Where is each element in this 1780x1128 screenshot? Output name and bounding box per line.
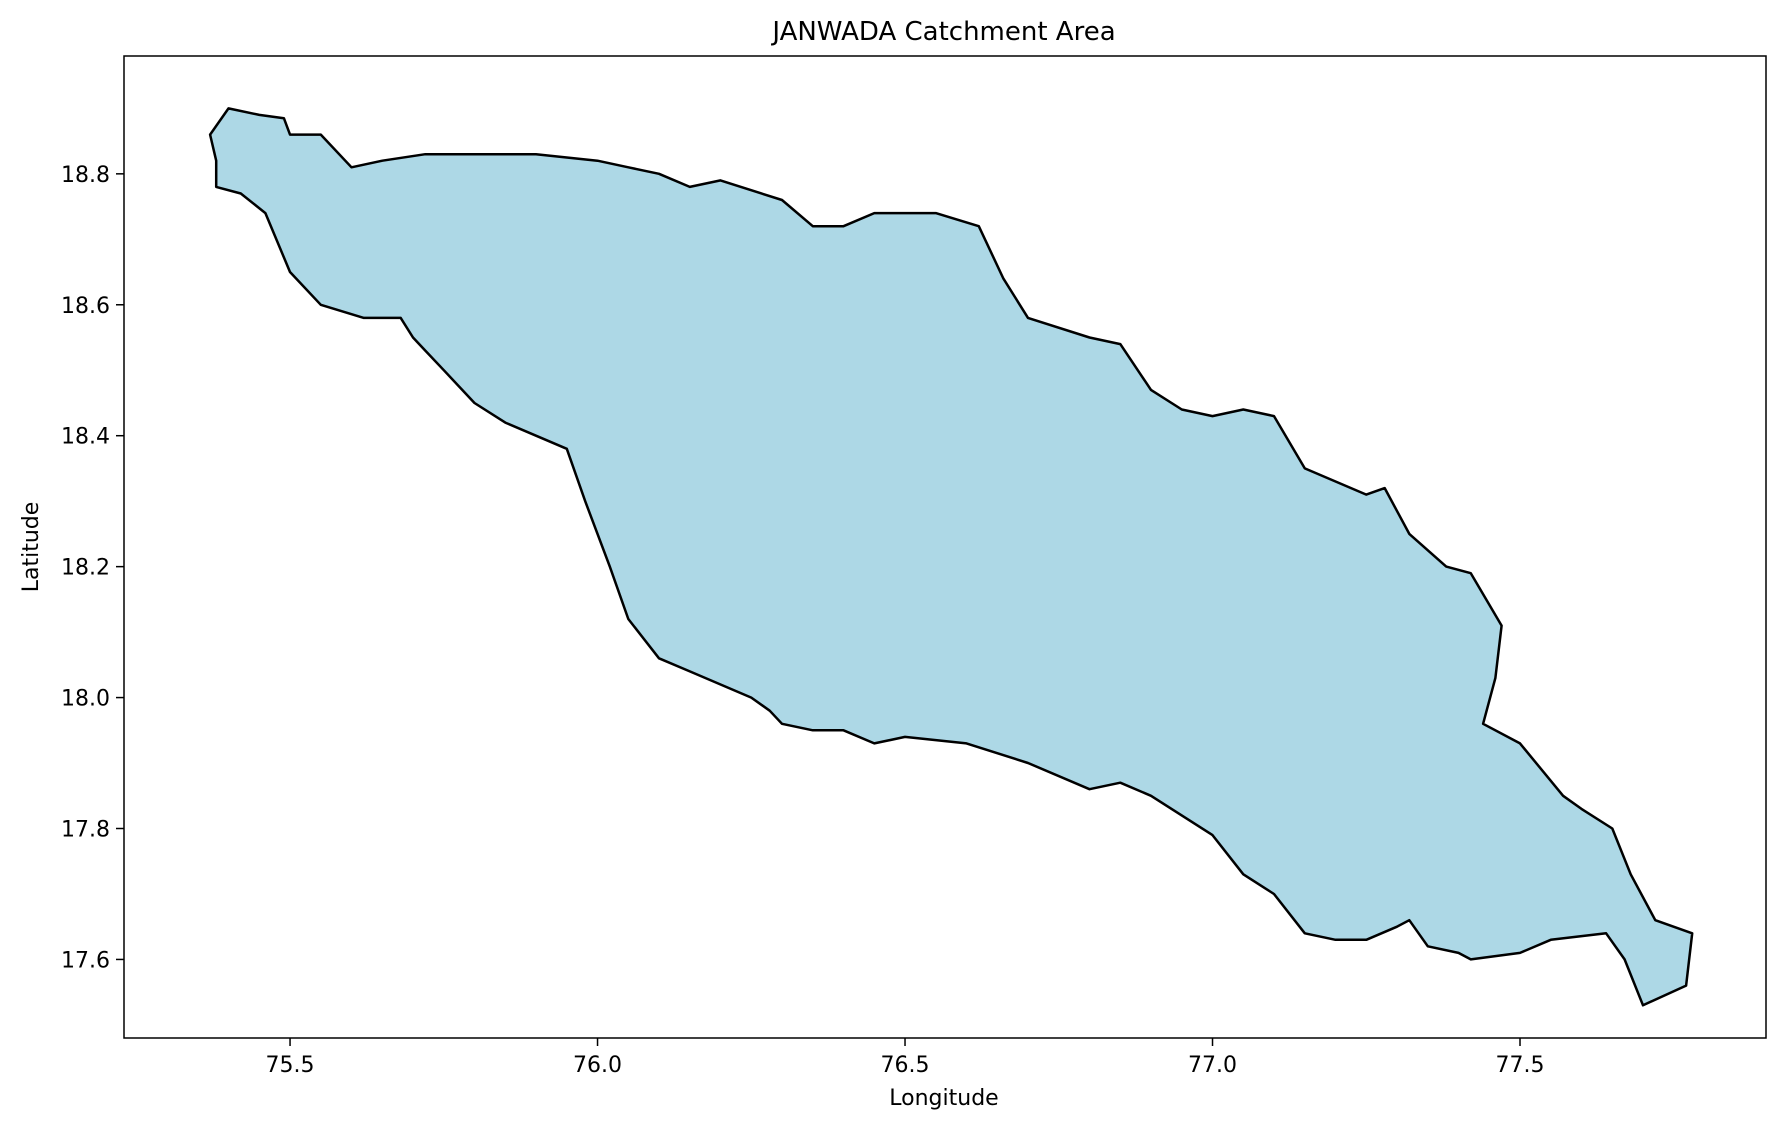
y-axis-ticks: 17.6 17.8 18.0 18.2 18.4 18.6 18.8: [61, 163, 124, 973]
x-tick-label: 77.0: [1188, 1053, 1237, 1078]
y-tick-label: 18.8: [61, 163, 110, 188]
x-tick-label: 76.0: [573, 1053, 622, 1078]
y-tick-label: 17.8: [61, 818, 110, 843]
plot-frame: [123, 55, 1767, 1039]
y-tick-label: 18.0: [61, 687, 110, 712]
catchment-polygon: [208, 107, 1694, 1007]
y-tick-label: 17.6: [61, 948, 110, 973]
y-axis-label: Latitude: [19, 502, 44, 593]
x-axis-label: Longitude: [889, 1086, 998, 1111]
y-tick-label: 18.6: [61, 294, 110, 319]
x-tick-label: 75.5: [266, 1053, 315, 1078]
map-title: JANWADA Catchment Area: [770, 17, 1115, 47]
x-tick-label: 76.5: [881, 1053, 930, 1078]
y-tick-label: 18.2: [61, 556, 110, 581]
x-axis-ticks: 75.5 76.0 76.5 77.0 77.5: [266, 1038, 1545, 1078]
y-tick-label: 18.4: [61, 425, 110, 450]
x-tick-label: 77.5: [1496, 1053, 1545, 1078]
